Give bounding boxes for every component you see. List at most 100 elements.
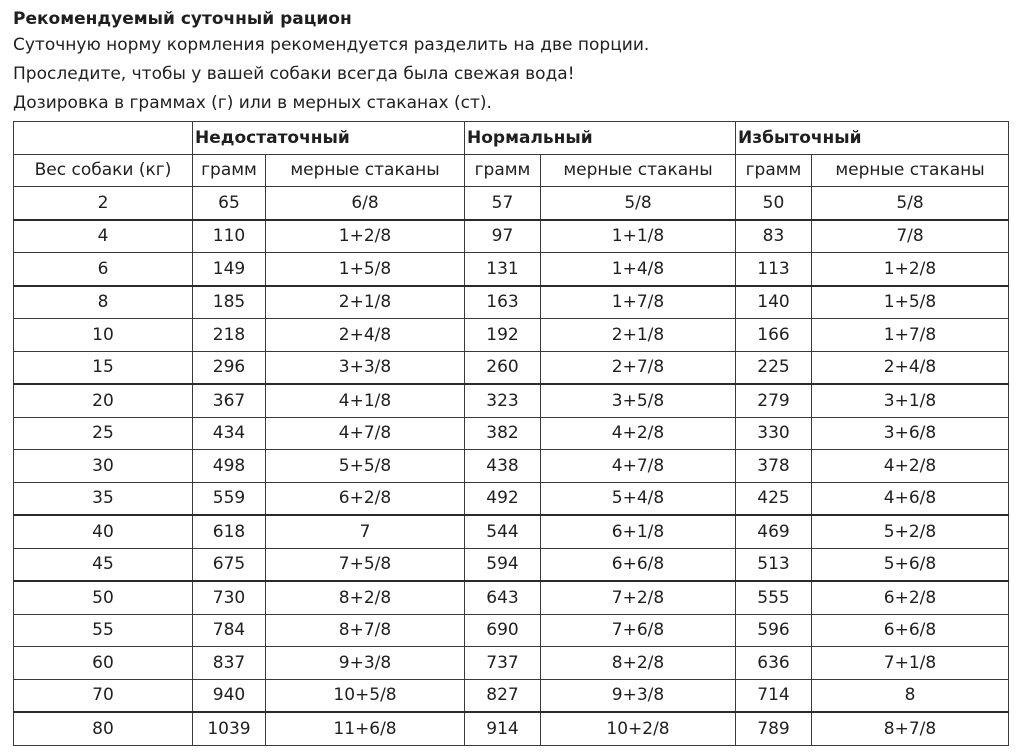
grams-overweight-cell: 425 bbox=[735, 481, 812, 516]
table-row: 70 940 10+5/8 827 9+3/8 714 8 bbox=[13, 678, 1009, 713]
cups-header-normal: мерные стаканы bbox=[540, 153, 736, 187]
cups-overweight-cell: 1+2/8 bbox=[811, 252, 1009, 286]
grams-underweight-cell: 1039 bbox=[192, 711, 266, 746]
cups-normal-cell: 6+1/8 bbox=[540, 514, 736, 549]
weight-cell: 70 bbox=[13, 678, 193, 713]
table-row: 15 296 3+3/8 260 2+7/8 225 2+4/8 bbox=[13, 350, 1009, 385]
cups-normal-cell: 7+6/8 bbox=[540, 613, 736, 647]
cups-underweight-cell: 6/8 bbox=[265, 186, 465, 220]
grams-normal-cell: 323 bbox=[464, 383, 541, 418]
grams-normal-cell: 163 bbox=[464, 284, 541, 319]
grams-underweight-cell: 65 bbox=[192, 186, 266, 220]
grams-normal-cell: 544 bbox=[464, 514, 541, 549]
cups-normal-cell: 5+4/8 bbox=[540, 481, 736, 516]
grams-overweight-cell: 279 bbox=[735, 383, 812, 418]
cups-normal-cell: 1+7/8 bbox=[540, 284, 736, 319]
grams-normal-cell: 382 bbox=[464, 416, 541, 450]
weight-cell: 55 bbox=[13, 613, 193, 647]
cups-overweight-cell: 2+4/8 bbox=[811, 350, 1009, 385]
grams-underweight-cell: 618 bbox=[192, 514, 266, 549]
cups-underweight-cell: 11+6/8 bbox=[265, 711, 465, 746]
grams-overweight-cell: 50 bbox=[735, 186, 812, 220]
weight-cell: 4 bbox=[13, 218, 193, 253]
cups-overweight-cell: 5/8 bbox=[811, 186, 1009, 220]
grams-overweight-cell: 636 bbox=[735, 646, 812, 680]
cups-underweight-cell: 2+1/8 bbox=[265, 284, 465, 319]
table-row: 20 367 4+1/8 323 3+5/8 279 3+1/8 bbox=[13, 383, 1009, 418]
grams-normal-cell: 594 bbox=[464, 547, 541, 582]
table-body: 2 65 6/8 57 5/8 50 5/8 4 110 1+2/8 97 1+1/8 83 7/8 6 14… bbox=[13, 186, 1009, 746]
weight-cell: 30 bbox=[13, 449, 193, 483]
cups-overweight-cell: 1+5/8 bbox=[811, 284, 1009, 319]
table-row: 4 110 1+2/8 97 1+1/8 83 7/8 bbox=[13, 218, 1009, 253]
grams-overweight-cell: 330 bbox=[735, 416, 812, 450]
cups-normal-cell: 9+3/8 bbox=[540, 678, 736, 713]
weight-cell: 40 bbox=[13, 514, 193, 549]
table-row: 25 434 4+7/8 382 4+2/8 330 3+6/8 bbox=[13, 416, 1009, 450]
weight-cell: 20 bbox=[13, 383, 193, 418]
intro-block: Рекомендуемый суточный рацион Суточную н… bbox=[13, 7, 1009, 118]
gram-header-normal: грамм bbox=[464, 153, 541, 187]
cups-normal-cell: 10+2/8 bbox=[540, 711, 736, 746]
table-row: 10 218 2+4/8 192 2+1/8 166 1+7/8 bbox=[13, 318, 1009, 352]
weight-cell: 35 bbox=[13, 481, 193, 516]
grams-underweight-cell: 149 bbox=[192, 252, 266, 286]
grams-underweight-cell: 296 bbox=[192, 350, 266, 385]
grams-overweight-cell: 596 bbox=[735, 613, 812, 647]
grams-normal-cell: 260 bbox=[464, 350, 541, 385]
grams-underweight-cell: 434 bbox=[192, 416, 266, 450]
grams-underweight-cell: 498 bbox=[192, 449, 266, 483]
grams-normal-cell: 192 bbox=[464, 318, 541, 352]
cups-normal-cell: 3+5/8 bbox=[540, 383, 736, 418]
cups-overweight-cell: 8+7/8 bbox=[811, 711, 1009, 746]
cups-underweight-cell: 1+5/8 bbox=[265, 252, 465, 286]
intro-line-3: Дозировка в граммах (г) или в мерных ста… bbox=[13, 93, 492, 113]
grams-overweight-cell: 83 bbox=[735, 218, 812, 253]
cups-underweight-cell: 7+5/8 bbox=[265, 547, 465, 582]
grams-overweight-cell: 513 bbox=[735, 547, 812, 582]
grams-normal-cell: 131 bbox=[464, 252, 541, 286]
cups-overweight-cell: 7+1/8 bbox=[811, 646, 1009, 680]
grams-underweight-cell: 837 bbox=[192, 646, 266, 680]
cups-header-underweight: мерные стаканы bbox=[265, 153, 465, 187]
weight-cell: 60 bbox=[13, 646, 193, 680]
cups-overweight-cell: 6+6/8 bbox=[811, 613, 1009, 647]
grams-normal-cell: 737 bbox=[464, 646, 541, 680]
cups-underweight-cell: 8+2/8 bbox=[265, 580, 465, 615]
cups-normal-cell: 1+1/8 bbox=[540, 218, 736, 253]
cups-overweight-cell: 1+7/8 bbox=[811, 318, 1009, 352]
cups-underweight-cell: 8+7/8 bbox=[265, 613, 465, 647]
gram-header-underweight: грамм bbox=[192, 153, 266, 187]
grams-underweight-cell: 218 bbox=[192, 318, 266, 352]
cups-normal-cell: 7+2/8 bbox=[540, 580, 736, 615]
grams-overweight-cell: 714 bbox=[735, 678, 812, 713]
grams-underweight-cell: 185 bbox=[192, 284, 266, 319]
cups-header-overweight: мерные стаканы bbox=[811, 153, 1009, 187]
cups-underweight-cell: 4+1/8 bbox=[265, 383, 465, 418]
cups-overweight-cell: 6+2/8 bbox=[811, 580, 1009, 615]
cups-underweight-cell: 10+5/8 bbox=[265, 678, 465, 713]
group-overweight: Избыточный bbox=[735, 121, 1009, 155]
cups-underweight-cell: 4+7/8 bbox=[265, 416, 465, 450]
cups-normal-cell: 2+7/8 bbox=[540, 350, 736, 385]
grams-underweight-cell: 367 bbox=[192, 383, 266, 418]
group-underweight: Недостаточный bbox=[192, 121, 465, 155]
cups-overweight-cell: 3+1/8 bbox=[811, 383, 1009, 418]
grams-underweight-cell: 110 bbox=[192, 218, 266, 253]
table-row: 40 618 7 544 6+1/8 469 5+2/8 bbox=[13, 514, 1009, 549]
grams-normal-cell: 57 bbox=[464, 186, 541, 220]
group-header-row: Недостаточный Нормальный Избыточный bbox=[13, 121, 1009, 155]
grams-overweight-cell: 166 bbox=[735, 318, 812, 352]
weight-cell: 15 bbox=[13, 350, 193, 385]
cups-underweight-cell: 3+3/8 bbox=[265, 350, 465, 385]
cups-overweight-cell: 7/8 bbox=[811, 218, 1009, 253]
column-header-row: Вес собаки (кг) грамм мерные стаканы гра… bbox=[13, 153, 1009, 187]
cups-overweight-cell: 4+2/8 bbox=[811, 449, 1009, 483]
cups-overweight-cell: 5+6/8 bbox=[811, 547, 1009, 582]
table-row: 55 784 8+7/8 690 7+6/8 596 6+6/8 bbox=[13, 613, 1009, 647]
grams-underweight-cell: 559 bbox=[192, 481, 266, 516]
feeding-table: Недостаточный Нормальный Избыточный Вес … bbox=[13, 121, 1009, 746]
empty-header-cell bbox=[13, 121, 193, 155]
table-row: 2 65 6/8 57 5/8 50 5/8 bbox=[13, 186, 1009, 220]
grams-normal-cell: 492 bbox=[464, 481, 541, 516]
